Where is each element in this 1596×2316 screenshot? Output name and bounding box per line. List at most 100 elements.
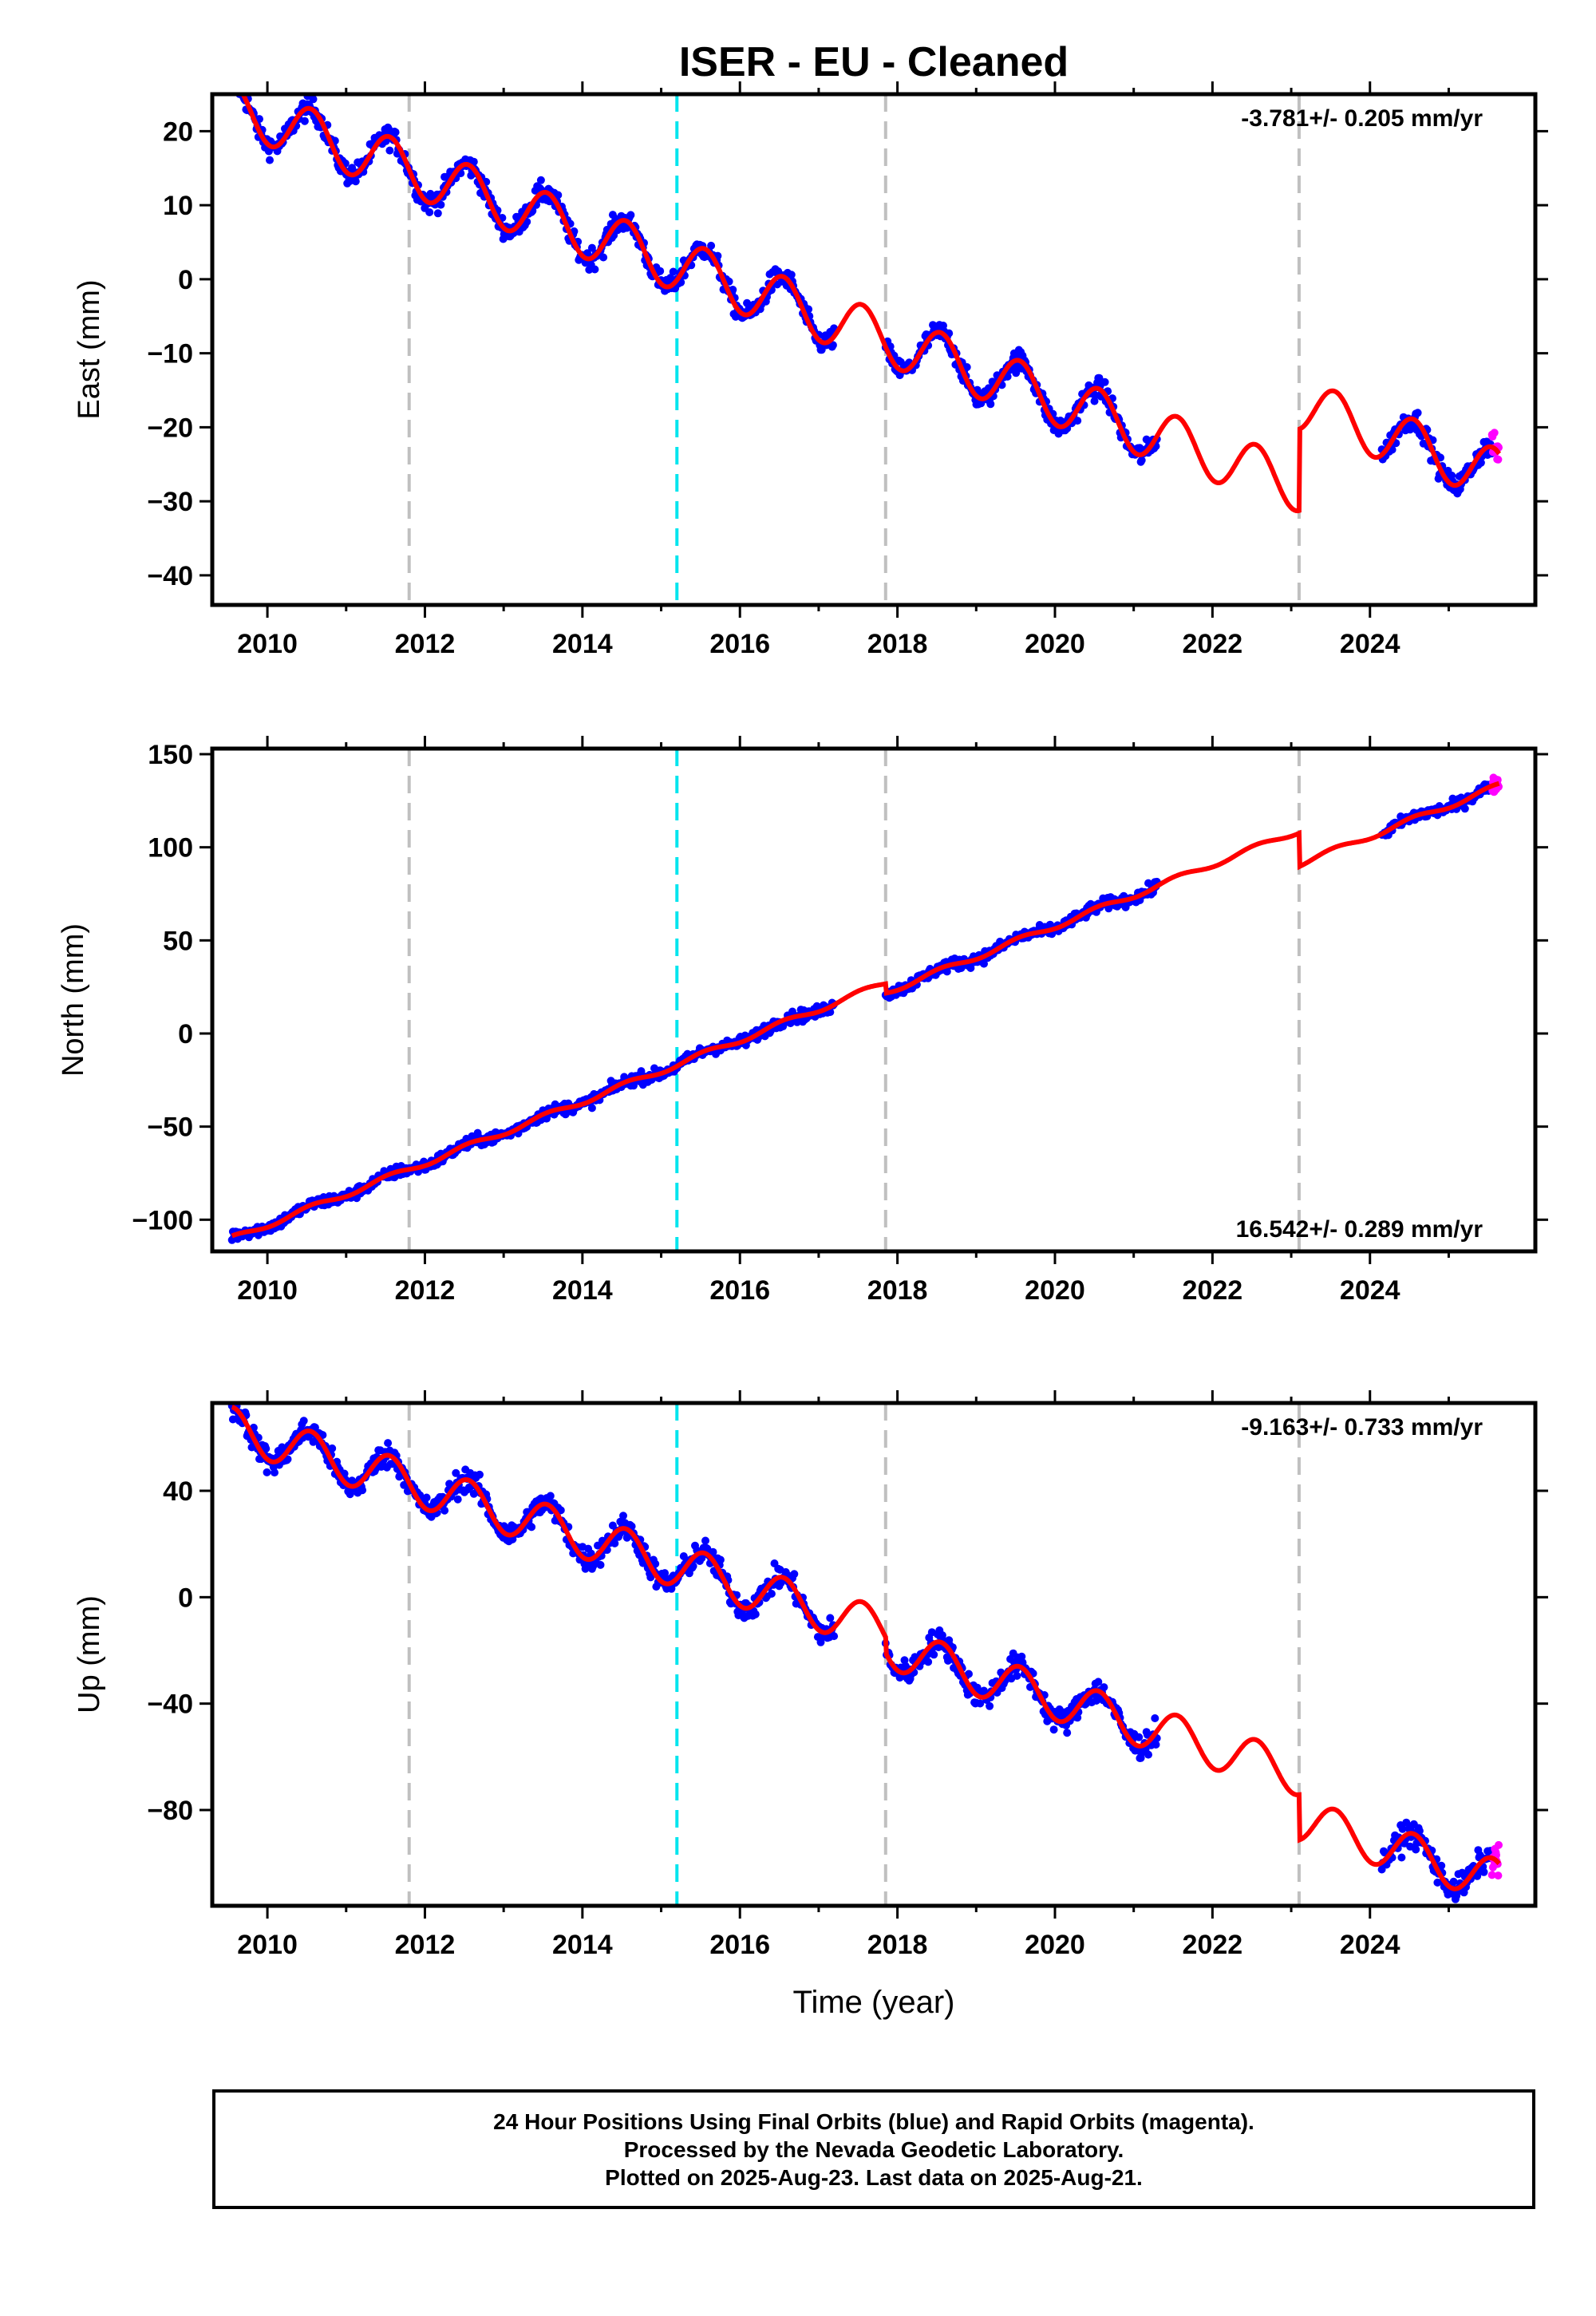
- y-tick-label: −100: [132, 1205, 193, 1235]
- data-point: [453, 1495, 462, 1504]
- data-point: [1449, 1877, 1458, 1886]
- model-curve: [231, 1405, 1501, 1891]
- final-orbit-points: [229, 72, 1495, 498]
- data-point: [826, 1614, 835, 1622]
- y-tick-label: −80: [147, 1796, 193, 1826]
- x-tick-label: 2016: [709, 629, 770, 659]
- rapid-point: [1494, 455, 1503, 464]
- data-point: [266, 156, 274, 164]
- y-tick-label: 0: [178, 1583, 193, 1613]
- data-point: [1073, 417, 1082, 425]
- data-point: [554, 191, 563, 200]
- data-point: [1476, 458, 1485, 467]
- data-point: [299, 1417, 308, 1425]
- data-point: [701, 1536, 709, 1545]
- data-point: [661, 1569, 670, 1578]
- panel-north: 2010 2012 2014 2016 2018 2020 2022 2024 −100 −50 0…: [57, 736, 1548, 1306]
- data-point: [1012, 369, 1021, 377]
- rapid-point: [1494, 1871, 1503, 1880]
- data-point: [262, 1445, 271, 1453]
- data-point: [966, 964, 975, 972]
- data-point: [1479, 1867, 1488, 1876]
- data-point: [830, 1632, 839, 1641]
- data-point: [1100, 1683, 1108, 1692]
- x-tick-label: 2014: [552, 629, 613, 659]
- data-point: [1152, 1741, 1160, 1749]
- x-tick-label: 2012: [395, 629, 456, 659]
- y-tick-label: −10: [147, 339, 193, 370]
- y-tick-label: 0: [178, 1019, 193, 1049]
- x-tick-label: 2014: [552, 1930, 613, 1960]
- x-axis-label: Time (year): [793, 1985, 955, 2020]
- data-point: [716, 1555, 725, 1564]
- plot-area: [229, 72, 1503, 605]
- data-point: [255, 115, 263, 124]
- data-point: [1100, 377, 1109, 386]
- data-point: [1415, 1827, 1424, 1836]
- data-point: [924, 1658, 933, 1666]
- rate-annotation: 16.542+/- 0.289 mm/yr: [1236, 1216, 1483, 1243]
- y-tick-label: 100: [148, 833, 193, 864]
- chart-title: ISER - EU - Cleaned: [679, 39, 1069, 85]
- data-point: [452, 1468, 460, 1477]
- data-point: [527, 1523, 536, 1531]
- data-point: [235, 84, 243, 92]
- y-axis-label: Up (mm): [73, 1595, 106, 1713]
- data-point: [709, 1547, 717, 1556]
- x-tick-label: 2022: [1183, 1275, 1243, 1306]
- plot-frame: [210, 92, 1538, 607]
- data-point: [1413, 409, 1422, 417]
- data-point: [787, 271, 796, 279]
- data-point: [596, 1560, 605, 1569]
- data-point: [591, 265, 599, 274]
- y-tick-label: −40: [147, 561, 193, 591]
- x-tick-label: 2018: [867, 1930, 928, 1960]
- y-tick-label: 0: [178, 265, 193, 295]
- footer-info-box: 24 Hour Positions Using Final Orbits (bl…: [212, 2089, 1535, 2209]
- data-point: [986, 1701, 994, 1710]
- data-point: [651, 1559, 660, 1568]
- data-point: [1402, 1818, 1411, 1827]
- data-point: [666, 274, 675, 283]
- data-point: [962, 363, 971, 371]
- data-point: [626, 211, 635, 219]
- data-point: [656, 267, 665, 275]
- data-point: [646, 1573, 655, 1582]
- x-tick-label: 2024: [1340, 629, 1400, 659]
- x-tick-label: 2016: [709, 1930, 770, 1960]
- data-point: [230, 72, 238, 80]
- data-point: [751, 1610, 760, 1618]
- x-tick-label: 2020: [1025, 1930, 1085, 1960]
- data-point: [1452, 1891, 1461, 1900]
- x-tick-label: 2010: [237, 1275, 298, 1306]
- data-point: [1412, 1845, 1420, 1854]
- data-point: [1398, 1824, 1407, 1833]
- data-point: [1003, 372, 1012, 381]
- x-tick-label: 2012: [395, 1275, 456, 1306]
- data-point: [1135, 1733, 1144, 1741]
- x-tick-label: 2024: [1340, 1930, 1400, 1960]
- data-point: [610, 1539, 619, 1547]
- data-point: [229, 73, 237, 81]
- data-point: [790, 1570, 799, 1579]
- rate-annotation: -9.163+/- 0.733 mm/yr: [1241, 1414, 1483, 1441]
- x-tick-label: 2018: [867, 1275, 928, 1306]
- data-point: [669, 267, 678, 276]
- y-axis-label: East (mm): [73, 279, 106, 419]
- data-point: [469, 157, 478, 166]
- data-point: [234, 77, 242, 85]
- data-point: [328, 1444, 337, 1452]
- final-orbit-points: [227, 1403, 1495, 1903]
- data-point: [476, 1470, 484, 1479]
- data-point: [1397, 1853, 1406, 1862]
- data-point: [437, 200, 445, 209]
- rapid-point: [1490, 429, 1499, 437]
- data-point: [1049, 1725, 1058, 1734]
- data-point: [944, 1656, 952, 1665]
- data-point: [587, 243, 596, 252]
- data-point: [231, 73, 239, 81]
- data-point: [236, 81, 244, 89]
- rate-annotation: -3.781+/- 0.205 mm/yr: [1241, 105, 1483, 132]
- data-point: [233, 83, 241, 91]
- x-tick-label: 2020: [1025, 629, 1085, 659]
